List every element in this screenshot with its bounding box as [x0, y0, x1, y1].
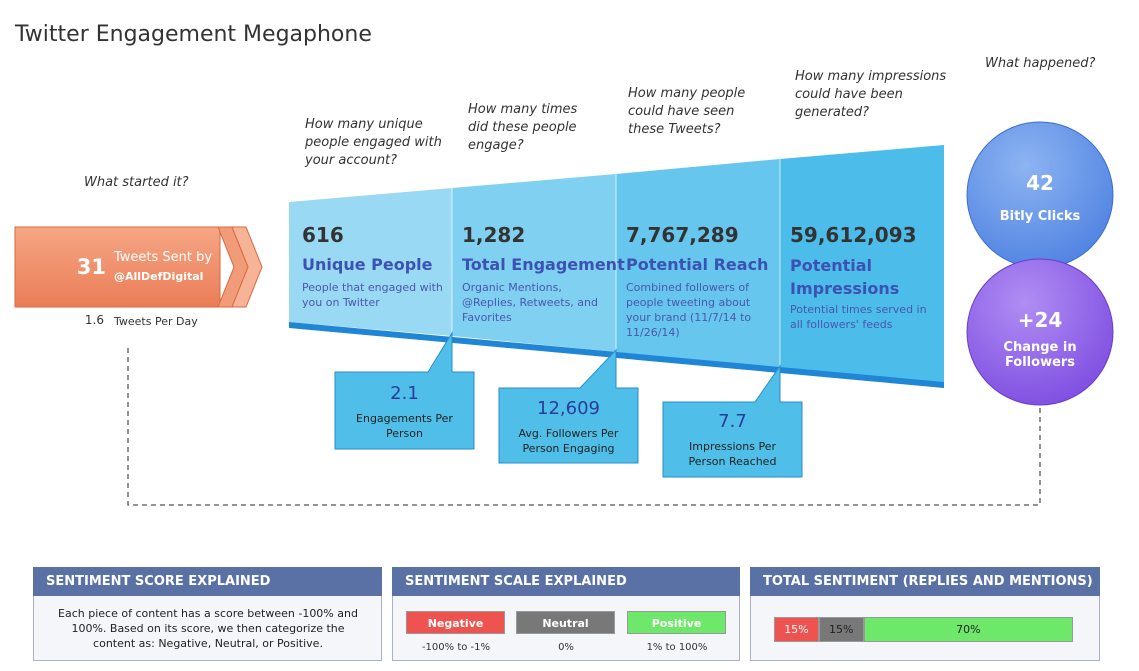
outcome-circle: [966, 258, 1114, 406]
tweet-count: 31: [76, 255, 106, 279]
panel-title: TOTAL SENTIMENT (REPLIES AND MENTIONS): [750, 567, 1100, 596]
funnel-segment: [452, 174, 616, 352]
callout-label: Avg. Followers Per Person Engaging: [518, 427, 619, 455]
outcome-value: +24: [1017, 308, 1063, 332]
funnel-description: Organic Mentions, @Replies, Retweets, an…: [462, 281, 598, 324]
outcome-label: Bitly Clicks: [999, 209, 1081, 224]
outcome-label: Change in Followers: [1003, 340, 1077, 370]
funnel-name: Unique People: [302, 255, 433, 274]
panel-title: SENTIMENT SCORE EXPLAINED: [33, 567, 382, 596]
per-day: 1.6: [84, 313, 104, 327]
funnel-description: People that engaged with you on Twitter: [302, 281, 443, 309]
flow-line: [127, 348, 1041, 506]
tweet-label: Tweets Sent by: [114, 250, 213, 265]
callout-box: [334, 331, 475, 450]
sentiment-segment: 15%: [774, 617, 819, 642]
scale-neutral: Neutral: [516, 611, 615, 634]
funnel-value: 7,767,289: [626, 223, 739, 247]
handle: @AllDefDigital: [114, 270, 204, 283]
funnel-segment: [780, 145, 944, 388]
scale-range: -100% to -1%: [421, 642, 491, 653]
sentiment-label: 15%: [829, 623, 854, 636]
funnel-segment: [616, 159, 780, 369]
sentiment-segment: 15%: [818, 617, 864, 642]
funnel-value: 616: [302, 223, 344, 247]
sentiment-segment: 70%: [863, 617, 1073, 642]
panel-text: Each piece of content has a score betwee…: [58, 607, 358, 650]
sentiment-bar: 15% 15% 70%: [774, 617, 1073, 642]
question: What happened?: [985, 56, 1096, 71]
funnel-name: Total Engagement: [462, 255, 625, 274]
funnel-value: 59,612,093: [790, 223, 917, 247]
outcome-circle: [966, 121, 1114, 269]
outcome-value: 42: [1026, 171, 1054, 195]
chevron: [231, 226, 263, 308]
question: How many people could have seen these Tw…: [628, 86, 746, 137]
funnel-name: Potential Reach: [626, 255, 769, 274]
callout-box: [498, 348, 639, 464]
sentiment-label: 70%: [956, 623, 981, 636]
callout-value: 7.7: [718, 411, 747, 432]
callout-label: Engagements Per Person: [356, 412, 453, 440]
sentiment-label: 15%: [784, 623, 809, 636]
callout-value: 12,609: [537, 398, 600, 419]
scale-range: 1% to 100%: [646, 642, 708, 653]
question: How many impressions could have been gen…: [795, 69, 947, 120]
funnel-segment: [289, 188, 452, 336]
question: What started it?: [84, 175, 189, 190]
title: Twitter Engagement Megaphone: [15, 22, 372, 47]
scale-negative: Negative: [406, 611, 505, 634]
question: How many unique people engaged with your…: [305, 117, 442, 168]
funnel-description: Potential times served in all followers'…: [790, 303, 927, 331]
funnel-description: Combined followers of people tweeting ab…: [626, 281, 752, 339]
callout-box: [662, 364, 803, 478]
funnel-name: Potential Impressions: [790, 256, 900, 298]
per-day-label: Tweets Per Day: [114, 315, 198, 328]
question: How many times did these people engage?: [468, 102, 578, 153]
scale-positive: Positive: [627, 611, 726, 634]
callout-value: 2.1: [390, 383, 419, 404]
start-box: [14, 226, 221, 308]
scale-range: 0%: [558, 642, 574, 653]
funnel-value: 1,282: [462, 223, 526, 247]
callout-label: Impressions Per Person Reached: [688, 440, 777, 468]
panel-title: SENTIMENT SCALE EXPLAINED: [392, 567, 740, 596]
